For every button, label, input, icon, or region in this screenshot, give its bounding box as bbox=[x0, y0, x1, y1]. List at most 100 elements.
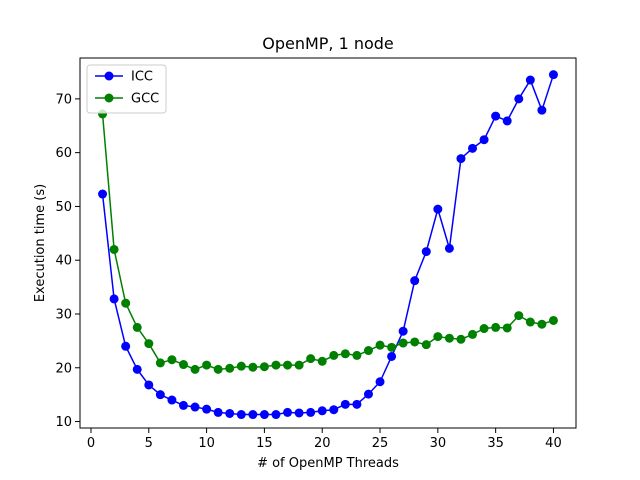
data-point-icc bbox=[167, 395, 177, 405]
y-axis: 10 20 30 40 50 60 70 bbox=[55, 92, 80, 430]
legend-item-gcc: GCC bbox=[95, 92, 159, 107]
x-axis-label: # of OpenMP Threads bbox=[257, 456, 399, 471]
data-point-gcc bbox=[259, 362, 269, 372]
data-point-gcc bbox=[155, 358, 165, 368]
data-point-gcc bbox=[213, 364, 223, 374]
data-point-icc bbox=[98, 189, 108, 199]
x-tick-label: 20 bbox=[314, 436, 331, 451]
x-tick-label: 10 bbox=[198, 436, 215, 451]
data-point-icc bbox=[132, 364, 142, 374]
series-line-gcc bbox=[101, 113, 554, 371]
data-point-icc bbox=[410, 276, 420, 286]
y-tick-label: 40 bbox=[55, 254, 72, 269]
legend-marker-gcc bbox=[104, 93, 114, 103]
data-point-icc bbox=[340, 399, 350, 409]
data-point-gcc bbox=[190, 364, 200, 374]
data-point-icc bbox=[525, 75, 535, 85]
data-point-gcc bbox=[340, 349, 350, 359]
data-point-icc bbox=[109, 294, 119, 304]
data-point-icc bbox=[236, 410, 246, 420]
data-point-gcc bbox=[398, 338, 408, 348]
y-tick-label: 70 bbox=[55, 92, 72, 107]
x-tick-label: 5 bbox=[145, 436, 153, 451]
data-point-icc bbox=[178, 400, 188, 410]
data-point-icc bbox=[398, 326, 408, 336]
data-point-gcc bbox=[144, 339, 154, 349]
data-point-icc bbox=[456, 154, 466, 164]
data-point-icc bbox=[329, 405, 339, 415]
series-layer bbox=[98, 70, 558, 420]
data-point-gcc bbox=[375, 340, 385, 350]
data-point-icc bbox=[363, 389, 373, 399]
data-point-icc bbox=[421, 247, 431, 257]
data-point-gcc bbox=[363, 346, 373, 356]
data-point-gcc bbox=[491, 322, 501, 332]
data-point-icc bbox=[479, 135, 489, 145]
data-point-icc bbox=[491, 111, 501, 121]
x-tick-label: 15 bbox=[256, 436, 273, 451]
data-point-gcc bbox=[329, 350, 339, 360]
data-point-gcc bbox=[109, 244, 119, 254]
plot-frame bbox=[79, 57, 577, 429]
data-point-gcc bbox=[537, 319, 547, 329]
data-point-gcc bbox=[271, 360, 281, 370]
data-point-gcc bbox=[479, 324, 489, 334]
y-tick-label: 60 bbox=[55, 146, 72, 161]
data-point-icc bbox=[387, 351, 397, 361]
data-point-icc bbox=[317, 406, 327, 416]
data-point-gcc bbox=[444, 333, 454, 343]
data-point-gcc bbox=[502, 323, 512, 333]
data-point-gcc bbox=[387, 342, 397, 352]
data-point-gcc bbox=[178, 360, 188, 370]
x-tick-label: 40 bbox=[545, 436, 562, 451]
data-point-gcc bbox=[456, 334, 466, 344]
data-point-icc bbox=[306, 407, 316, 417]
data-point-gcc bbox=[525, 317, 535, 327]
data-point-gcc bbox=[306, 354, 316, 364]
chart-title: OpenMP, 1 node bbox=[262, 34, 394, 53]
data-point-gcc bbox=[225, 363, 235, 373]
data-point-icc bbox=[468, 143, 478, 153]
legend-item-icc: ICC bbox=[95, 70, 153, 85]
legend-label-gcc: GCC bbox=[131, 92, 159, 107]
data-point-icc bbox=[271, 410, 281, 420]
data-point-icc bbox=[213, 407, 223, 417]
series-gcc bbox=[98, 109, 558, 374]
data-point-gcc bbox=[548, 315, 558, 325]
data-point-gcc bbox=[352, 350, 362, 360]
data-point-gcc bbox=[236, 361, 246, 371]
data-point-gcc bbox=[283, 360, 293, 370]
data-point-icc bbox=[514, 94, 524, 104]
data-point-icc bbox=[144, 380, 154, 390]
series-icc bbox=[98, 70, 558, 420]
data-point-gcc bbox=[468, 329, 478, 339]
data-point-gcc bbox=[294, 360, 304, 370]
y-tick-label: 50 bbox=[55, 200, 72, 215]
y-axis-label: Execution time (s) bbox=[33, 184, 48, 302]
data-point-icc bbox=[259, 410, 269, 420]
data-point-icc bbox=[548, 70, 558, 80]
data-point-icc bbox=[444, 243, 454, 253]
data-point-gcc bbox=[202, 360, 212, 370]
data-point-icc bbox=[433, 204, 443, 214]
data-point-icc bbox=[248, 410, 258, 420]
data-point-icc bbox=[283, 407, 293, 417]
data-point-icc bbox=[155, 390, 165, 400]
y-tick-label: 10 bbox=[55, 415, 72, 430]
data-point-gcc bbox=[433, 332, 443, 342]
data-point-icc bbox=[294, 408, 304, 418]
x-tick-label: 35 bbox=[487, 436, 504, 451]
x-axis: 0 5 10 15 20 25 30 35 40 bbox=[87, 428, 562, 451]
data-point-gcc bbox=[514, 311, 524, 321]
data-point-gcc bbox=[132, 322, 142, 332]
data-point-icc bbox=[537, 105, 547, 115]
data-point-icc bbox=[225, 408, 235, 418]
data-point-icc bbox=[190, 402, 200, 412]
legend-marker-icc bbox=[104, 71, 114, 81]
data-point-gcc bbox=[121, 298, 131, 308]
data-point-gcc bbox=[317, 356, 327, 366]
legend: ICC GCC bbox=[86, 64, 167, 114]
x-tick-label: 30 bbox=[430, 436, 447, 451]
legend-label-icc: ICC bbox=[131, 70, 153, 85]
